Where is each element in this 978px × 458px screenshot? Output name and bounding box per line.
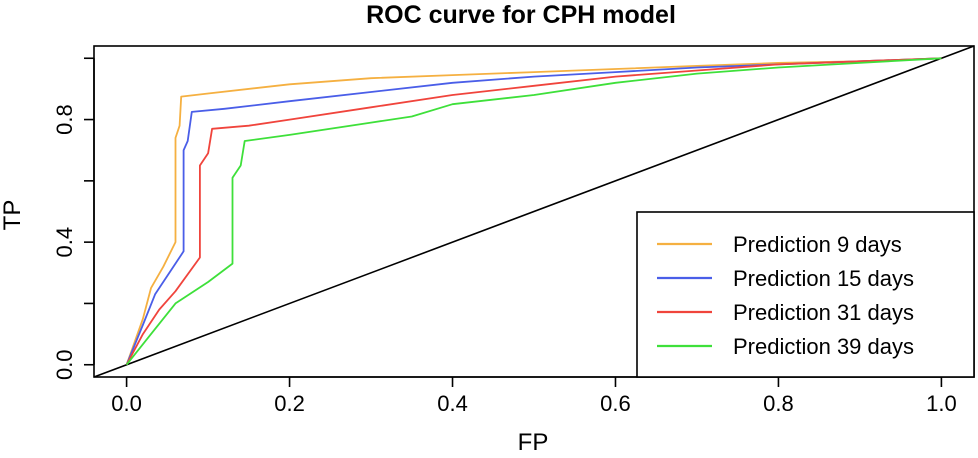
legend-label-1: Prediction 9 days	[733, 232, 902, 257]
y-tick-label: 0.0	[52, 349, 77, 380]
x-tick-label: 0.0	[111, 391, 142, 416]
legend-label-2: Prediction 15 days	[733, 266, 914, 291]
series-line-4	[125, 57, 942, 366]
x-axis-label: FP	[518, 429, 549, 456]
reference-line-group	[93, 45, 975, 378]
x-tick-label: 0.4	[437, 391, 468, 416]
y-tick-label: 0.4	[52, 227, 77, 258]
y-axis-label: TP	[0, 200, 26, 231]
x-tick-label: 0.2	[274, 391, 305, 416]
legend-box	[636, 211, 975, 378]
y-axis: 0.0 0.4 0.8	[52, 57, 95, 380]
series-line-2	[125, 57, 942, 366]
x-tick-label: 0.6	[600, 391, 631, 416]
series-group	[125, 57, 942, 366]
legend-label-4: Prediction 39 days	[733, 334, 914, 359]
series-line-1	[125, 57, 942, 366]
chart-title: ROC curve for CPH model	[366, 1, 676, 29]
reference-diagonal-line	[93, 45, 975, 378]
legend-label-3: Prediction 31 days	[733, 300, 914, 325]
x-tick-label: 0.8	[763, 391, 794, 416]
y-tick-label: 0.8	[52, 104, 77, 135]
x-tick-label: 1.0	[926, 391, 957, 416]
legend: Prediction 9 days Prediction 15 days Predi…	[636, 211, 975, 378]
x-axis: 0.0 0.2 0.4 0.6 0.8 1.0	[111, 376, 957, 416]
series-line-3	[125, 57, 942, 366]
